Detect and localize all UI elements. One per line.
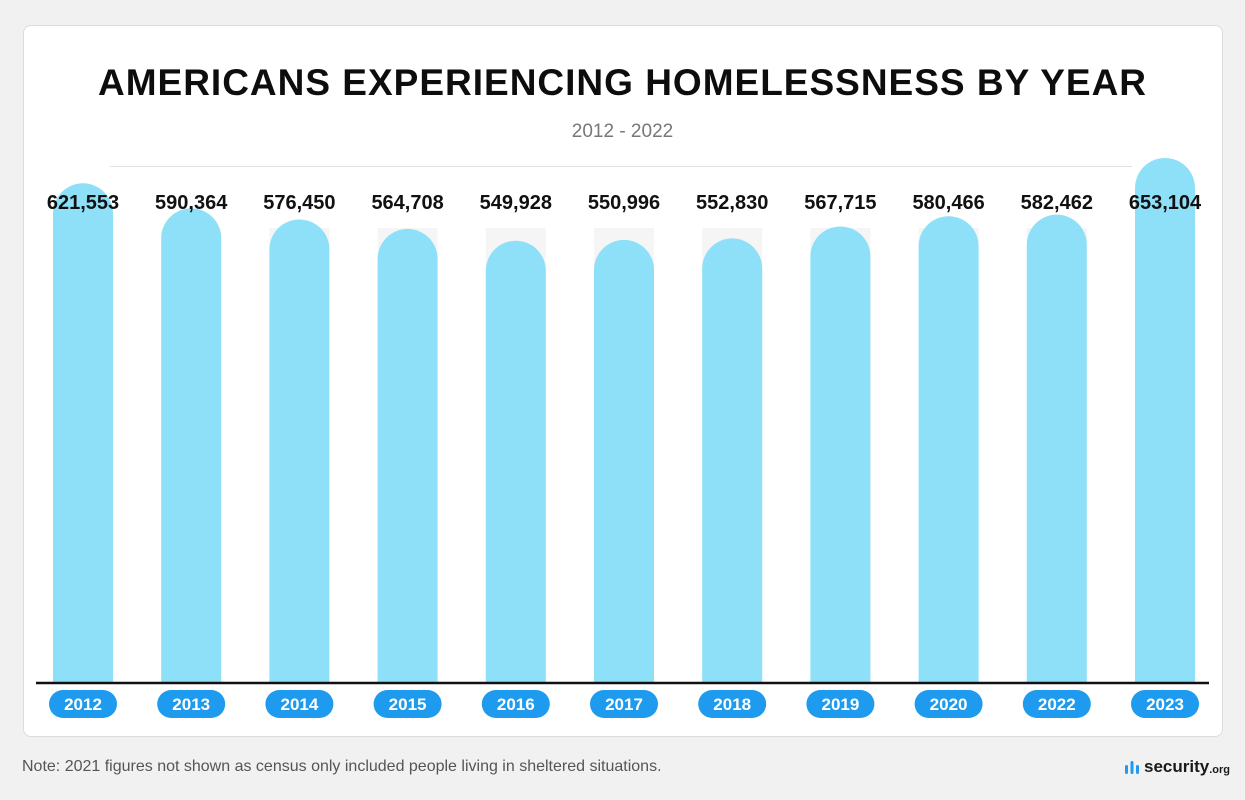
data-label: 576,450 <box>263 192 335 214</box>
bar <box>485 240 546 682</box>
bar <box>53 183 113 683</box>
x-tick-label: 2019 <box>821 695 859 714</box>
year-pill <box>806 690 875 718</box>
x-tick-label: 2022 <box>1038 695 1076 714</box>
data-label: 552,830 <box>696 192 768 214</box>
data-label: 550,996 <box>588 192 660 214</box>
footnote: Note: 2021 figures not shown as census o… <box>22 758 662 775</box>
brand-logo[interactable]: security .org <box>1124 756 1230 778</box>
year-pill <box>1022 690 1091 718</box>
data-label: 653,104 <box>1129 192 1202 214</box>
chart-subtitle: 2012 - 2022 <box>571 121 674 142</box>
bar <box>1135 157 1195 682</box>
year-pill <box>590 690 658 718</box>
bar <box>269 219 330 683</box>
x-tick-label: 2012 <box>64 695 102 714</box>
title-divider <box>110 166 1132 167</box>
data-label: 580,466 <box>912 192 984 214</box>
bar <box>161 208 222 683</box>
year-pill <box>157 690 226 718</box>
x-tick-label: 2016 <box>497 695 535 714</box>
year-pill <box>481 690 550 718</box>
x-tick-label: 2015 <box>389 695 427 714</box>
x-tick-label: 2018 <box>713 695 751 714</box>
data-label: 567,715 <box>804 192 876 214</box>
year-pill <box>49 690 117 718</box>
year-pill <box>373 690 442 718</box>
year-pill <box>698 690 767 718</box>
logo-bars-icon <box>1125 761 1139 774</box>
bar <box>377 228 438 682</box>
brand-name: security <box>1144 757 1210 776</box>
year-pill <box>1131 690 1199 718</box>
data-label: 590,364 <box>155 192 228 214</box>
x-tick-label: 2013 <box>172 695 210 714</box>
x-tick-label: 2020 <box>930 695 968 714</box>
x-tick-label: 2017 <box>605 695 643 714</box>
bar <box>702 238 763 682</box>
data-label: 549,928 <box>480 192 552 214</box>
bar <box>918 216 979 682</box>
brand-tld: .org <box>1209 763 1230 776</box>
bar <box>1026 214 1087 682</box>
bar <box>810 226 871 682</box>
bar <box>594 239 654 683</box>
year-pill <box>914 690 983 718</box>
year-pill <box>265 690 334 718</box>
data-label: 621,553 <box>47 192 119 214</box>
data-label: 582,462 <box>1021 192 1093 214</box>
x-tick-label: 2014 <box>280 695 318 714</box>
x-tick-label: 2023 <box>1146 695 1184 714</box>
chart-title: AMERICANS EXPERIENCING HOMELESSNESS BY Y… <box>97 62 1148 103</box>
data-label: 564,708 <box>371 192 443 214</box>
